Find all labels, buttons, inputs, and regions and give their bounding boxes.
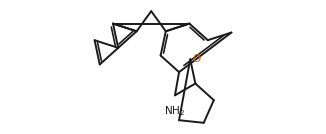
- Text: NH$_2$: NH$_2$: [164, 104, 185, 118]
- Text: O: O: [193, 54, 201, 64]
